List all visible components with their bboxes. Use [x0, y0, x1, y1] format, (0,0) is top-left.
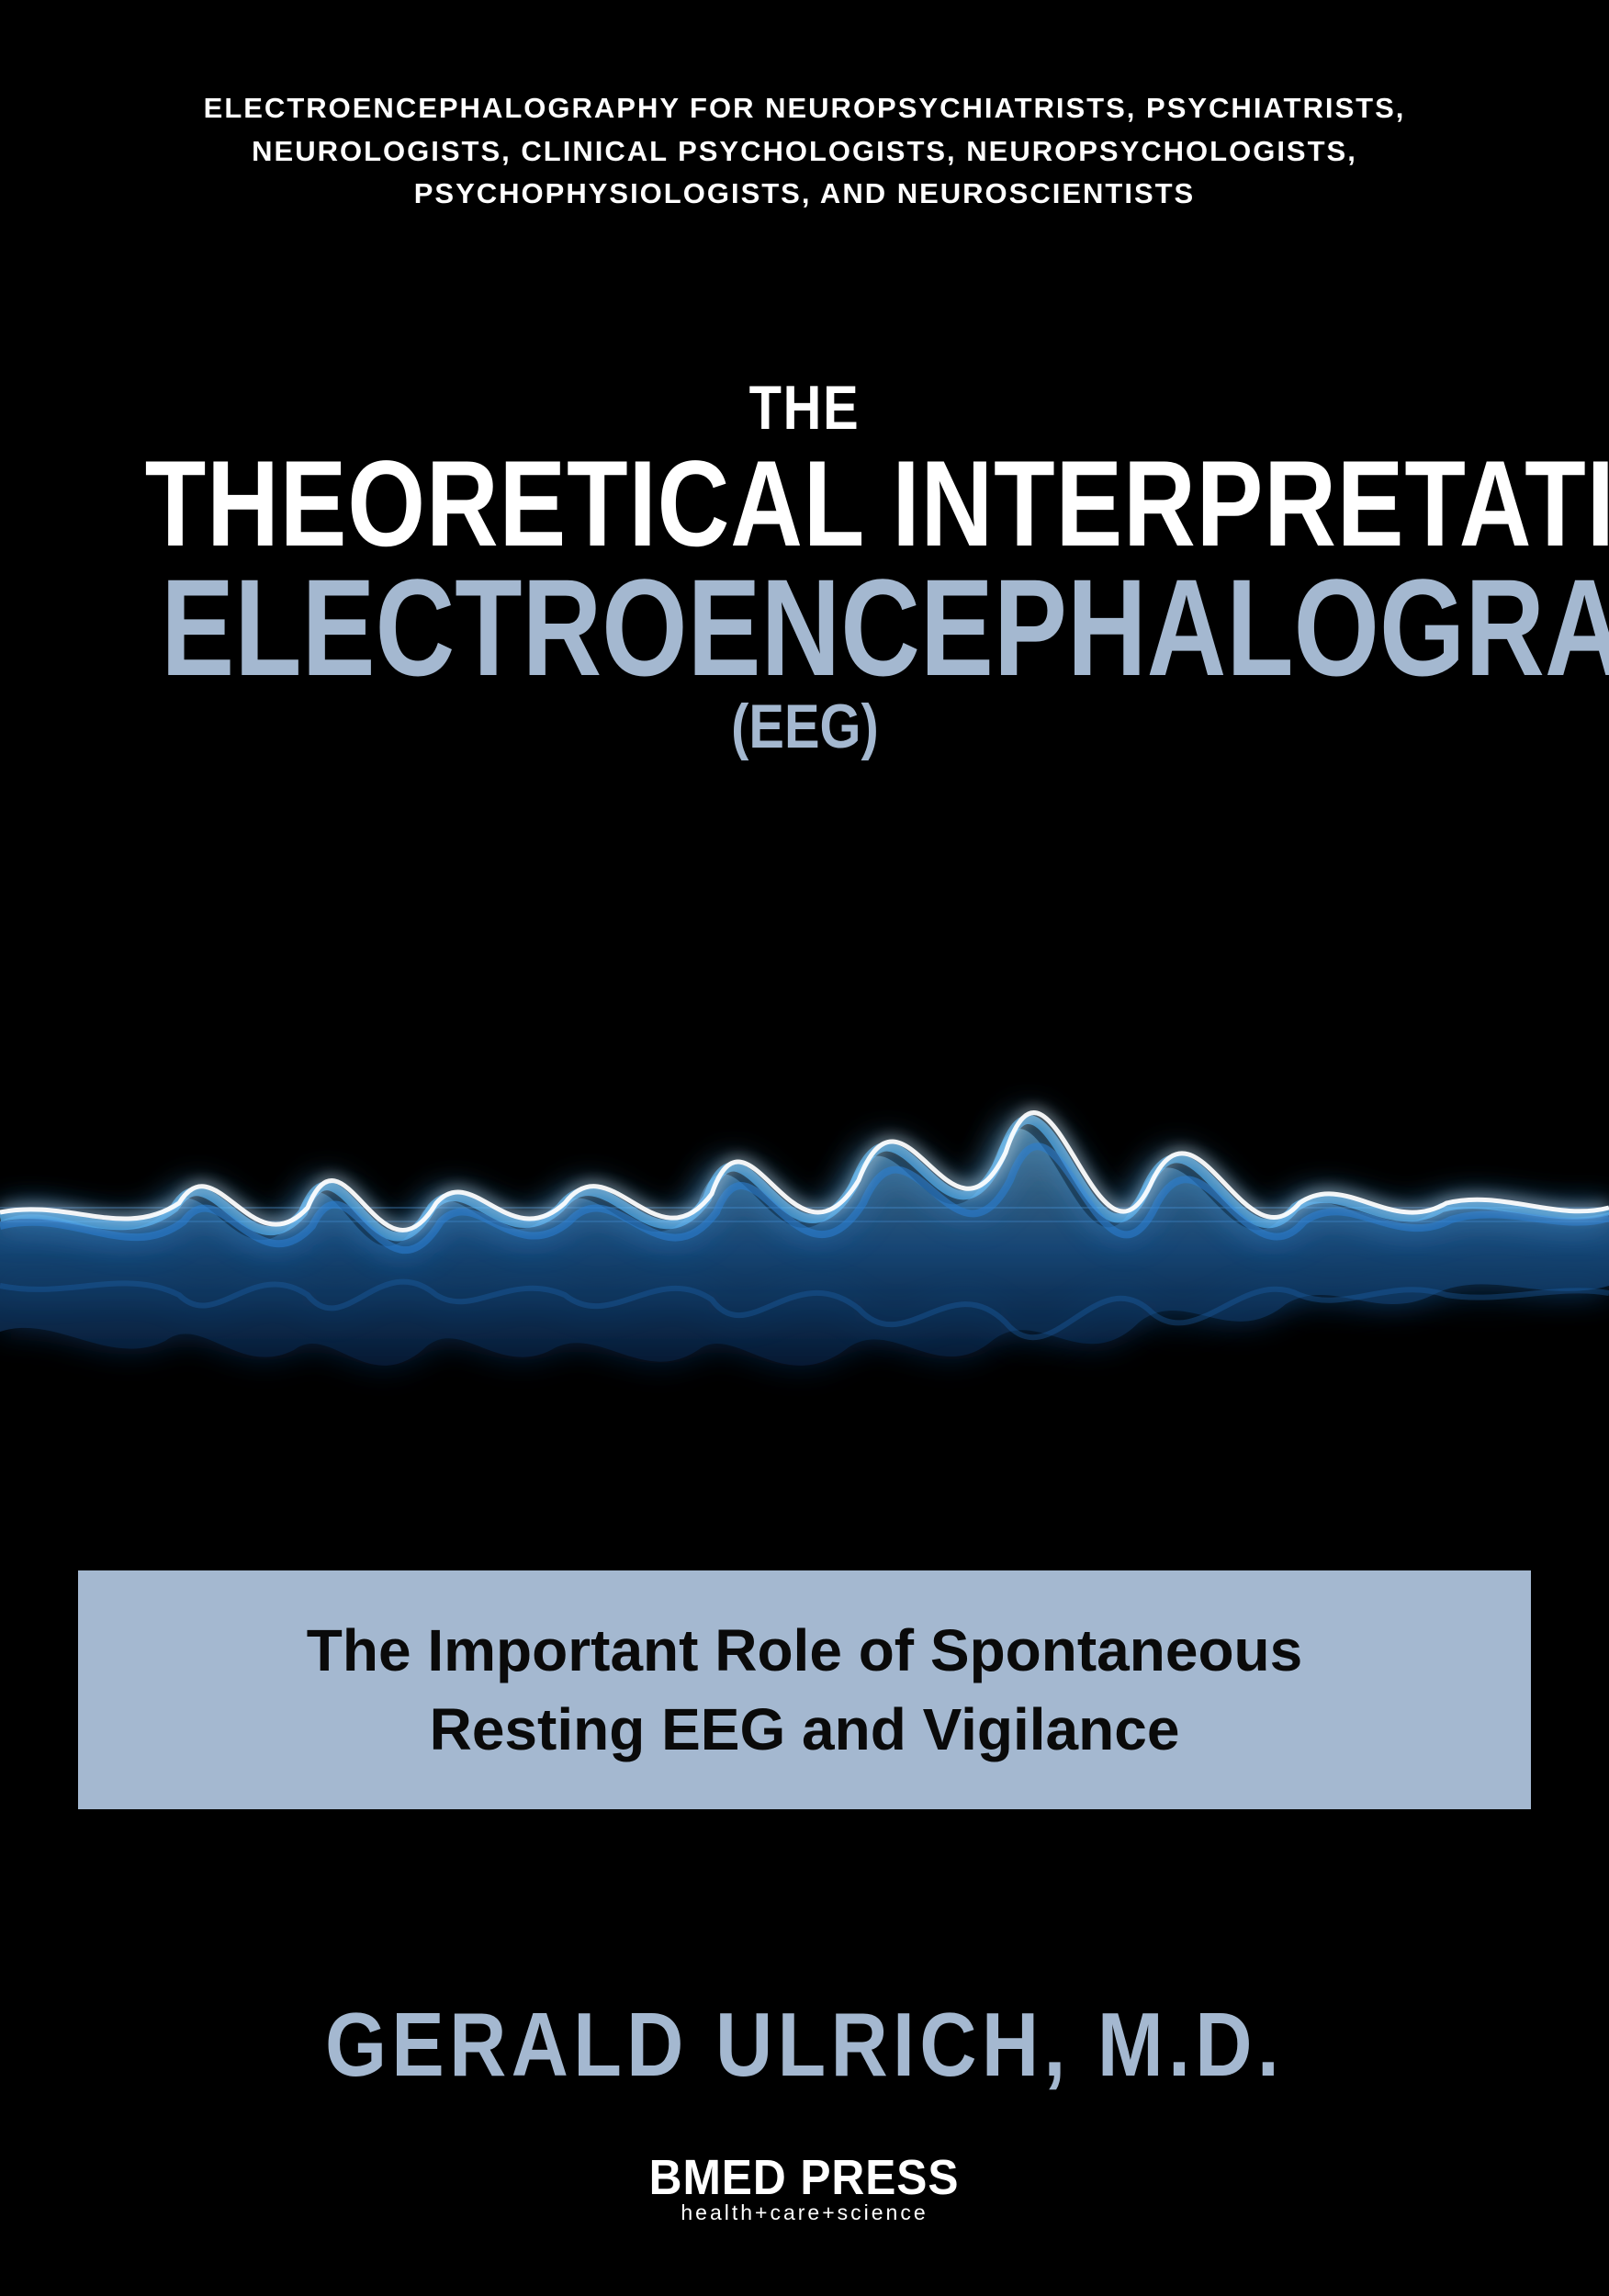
publisher-name-part2: PRESS — [801, 2150, 960, 2205]
eeg-wave-graphic — [0, 937, 1609, 1488]
subtitle-line-2: Resting EEG and Vigilance — [430, 1696, 1180, 1762]
header-line-2: NEUROLOGISTS, CLINICAL PSYCHOLOGISTS, NE… — [252, 135, 1357, 167]
header-line-1: ELECTROENCEPHALOGRAPHY FOR NEUROPSYCHIAT… — [204, 92, 1406, 124]
publisher-name-part1: BMED — [649, 2150, 787, 2205]
header-audience-text: ELECTROENCEPHALOGRAPHY FOR NEUROPSYCHIAT… — [0, 87, 1609, 216]
title-the: THE — [749, 372, 861, 444]
wave-svg — [0, 937, 1609, 1488]
author-name: GERALD ULRICH, M.D. — [96, 1993, 1513, 2097]
subtitle-band: The Important Role of Spontaneous Restin… — [78, 1570, 1531, 1809]
title-line-2: ELECTROENCEPHALOGRAPHY — [161, 548, 1448, 707]
publisher-block: BMED PRESS health+care+science — [0, 2149, 1609, 2225]
title-block: THE THEORETICAL INTERPRETATION OF ELECTR… — [0, 372, 1609, 762]
title-eeg-abbrev: (EEG) — [731, 691, 879, 762]
subtitle-text: The Important Role of Spontaneous Restin… — [270, 1611, 1339, 1770]
header-line-3: PSYCHOPHYSIOLOGISTS, AND NEUROSCIENTISTS — [414, 177, 1196, 209]
subtitle-line-1: The Important Role of Spontaneous — [307, 1617, 1302, 1683]
publisher-logo: BMED PRESS — [649, 2149, 960, 2206]
